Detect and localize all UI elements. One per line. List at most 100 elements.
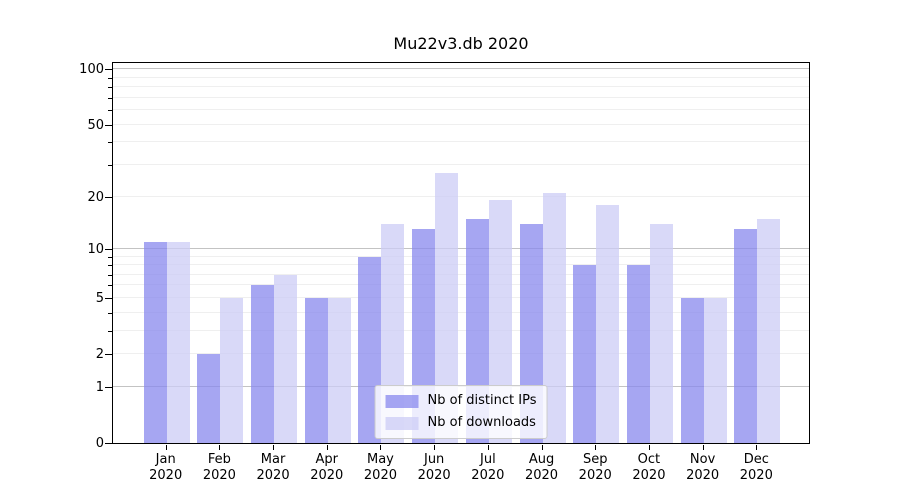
y-tick-label: 0 (95, 436, 104, 451)
x-tick-label-year: 2020 (524, 468, 559, 483)
y-tick-mark-minor (108, 87, 112, 89)
y-tick-mark-minor (108, 265, 112, 267)
x-tick-label-year: 2020 (202, 468, 236, 483)
x-tick-label: Feb 2020 (187, 452, 251, 484)
x-tick-label-year: 2020 (363, 468, 397, 483)
gridline-minor (113, 76, 809, 78)
y-tick-mark-minor (108, 97, 112, 99)
gridline-minor (113, 123, 809, 125)
y-tick-mark (105, 443, 112, 444)
bar-downloads (220, 297, 244, 443)
gridline-minor (113, 284, 809, 286)
bar-downloads (757, 218, 781, 443)
y-tick-mark-minor (108, 354, 112, 356)
bar-downloads (274, 274, 298, 443)
y-axis-labels: 0 1 2 5 10 20 50 100 (0, 62, 104, 451)
x-tick-label-month: Jun (423, 452, 445, 467)
y-tick-mark-minor (108, 165, 112, 166)
x-tick-label-year: 2020 (739, 468, 773, 483)
bar-distinct-ips (680, 297, 704, 443)
y-tick-mark (105, 69, 112, 71)
bar-distinct-ips (251, 285, 275, 443)
x-tick-mark (380, 445, 382, 450)
x-tick-label: Jul 2020 (456, 452, 520, 484)
x-tick-mark (487, 445, 489, 450)
x-tick-label-year: 2020 (632, 468, 666, 483)
x-tick-label: Jan 2020 (134, 452, 198, 484)
gridline-minor (113, 264, 809, 266)
y-tick-mark (105, 248, 112, 250)
gridline-minor (113, 109, 809, 111)
y-tick-mark-minor (108, 196, 112, 198)
x-axis-labels: Jan 2020 Feb 2020 Mar 2020 Apr 2020 May 2020 Jun 20… (112, 452, 810, 488)
x-tick-mark (326, 445, 328, 450)
x-axis-ticks (112, 445, 810, 451)
x-tick-label-year: 2020 (417, 468, 451, 483)
y-tick-label: 1 (95, 379, 104, 395)
x-tick-mark (219, 445, 221, 450)
legend-swatch-downloads (385, 416, 419, 430)
bar-distinct-ips (197, 354, 221, 443)
bar-distinct-ips (626, 265, 650, 443)
bar-downloads (166, 241, 190, 443)
x-tick-mark (756, 445, 758, 450)
y-tick-mark-minor (108, 330, 112, 332)
gridline-minor (113, 311, 809, 313)
x-tick-label-month: Jan (155, 452, 176, 467)
x-tick-label: Oct 2020 (617, 452, 681, 484)
gridline-minor (113, 296, 809, 298)
bar-downloads (649, 223, 673, 443)
legend-item-distinct-ips: Nb of distinct IPs (385, 393, 537, 409)
x-tick-label: Aug 2020 (510, 452, 574, 484)
x-tick-label-month: Dec (743, 452, 769, 467)
gridline-minor (113, 329, 809, 331)
gridline-minor (113, 255, 809, 257)
y-axis-ticks (104, 62, 112, 444)
legend-item-downloads: Nb of downloads (385, 415, 537, 431)
x-tick-label-month: Oct (637, 452, 661, 467)
y-tick-label: 2 (95, 347, 104, 363)
x-tick-label: May 2020 (348, 452, 412, 484)
y-tick-label: 100 (79, 62, 104, 78)
bar-distinct-ips (573, 265, 597, 443)
y-tick-label: 20 (87, 189, 104, 205)
legend-swatch-distinct-ips (385, 394, 419, 408)
x-tick-label: Jun 2020 (402, 452, 466, 484)
x-tick-mark (165, 445, 167, 450)
y-tick-mark-minor (108, 77, 112, 79)
legend-label-distinct-ips: Nb of distinct IPs (427, 393, 537, 408)
y-tick-mark-minor (108, 297, 112, 299)
x-tick-label: Nov 2020 (671, 452, 735, 484)
bar-distinct-ips (143, 241, 167, 443)
gridline-minor (113, 96, 809, 98)
gridline-minor (113, 141, 809, 143)
x-tick-label-month: Apr (315, 452, 339, 467)
y-tick-mark-minor (108, 142, 112, 144)
bar-downloads (542, 192, 566, 443)
bar-downloads (327, 297, 351, 443)
y-tick-mark-minor (108, 124, 112, 126)
bar-distinct-ips (734, 229, 758, 443)
x-tick-mark (541, 445, 543, 450)
y-tick-mark-minor (108, 110, 112, 112)
x-tick-label-month: Mar (260, 452, 286, 467)
y-tick-label: 10 (87, 241, 104, 257)
x-tick-mark (434, 445, 436, 450)
chart-title: Mu22v3.db 2020 (393, 34, 529, 53)
x-tick-mark (648, 445, 650, 450)
x-tick-label: Mar 2020 (241, 452, 305, 484)
x-tick-label: Dec 2020 (724, 452, 788, 484)
y-tick-mark-minor (108, 256, 112, 258)
x-tick-mark (702, 445, 704, 450)
x-tick-label-year: 2020 (256, 468, 290, 483)
x-tick-label-month: May (367, 452, 394, 467)
bar-downloads (703, 297, 727, 443)
x-tick-label-year: 2020 (686, 468, 720, 483)
y-tick-mark (105, 386, 112, 388)
x-tick-label-year: 2020 (149, 468, 183, 483)
y-tick-label: 5 (95, 290, 104, 306)
x-tick-label: Sep 2020 (563, 452, 627, 484)
legend: Nb of distinct IPs Nb of downloads (374, 385, 548, 439)
x-tick-label-month: Sep (582, 452, 608, 467)
gridline-minor (113, 195, 809, 197)
